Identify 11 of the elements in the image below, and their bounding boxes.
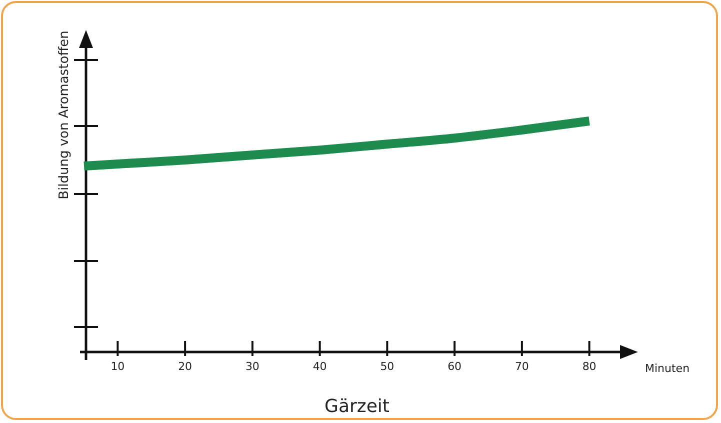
text: Minuten — [645, 362, 690, 375]
x-tick-label: 10 — [110, 360, 125, 373]
x-tick-label: 60 — [448, 360, 462, 373]
x-axis-title: Gärzeit — [324, 396, 390, 417]
x-tick-label: 70 — [514, 360, 529, 373]
y-axis-title: Bildung von Aromastoffen — [57, 30, 72, 200]
x-tick-label: 30 — [245, 360, 260, 373]
x-tick-label: 40 — [312, 360, 327, 373]
x-tick-label: 80 — [582, 360, 596, 373]
x-tick-label: 20 — [178, 360, 192, 373]
x-tick-label: 50 — [380, 360, 394, 373]
